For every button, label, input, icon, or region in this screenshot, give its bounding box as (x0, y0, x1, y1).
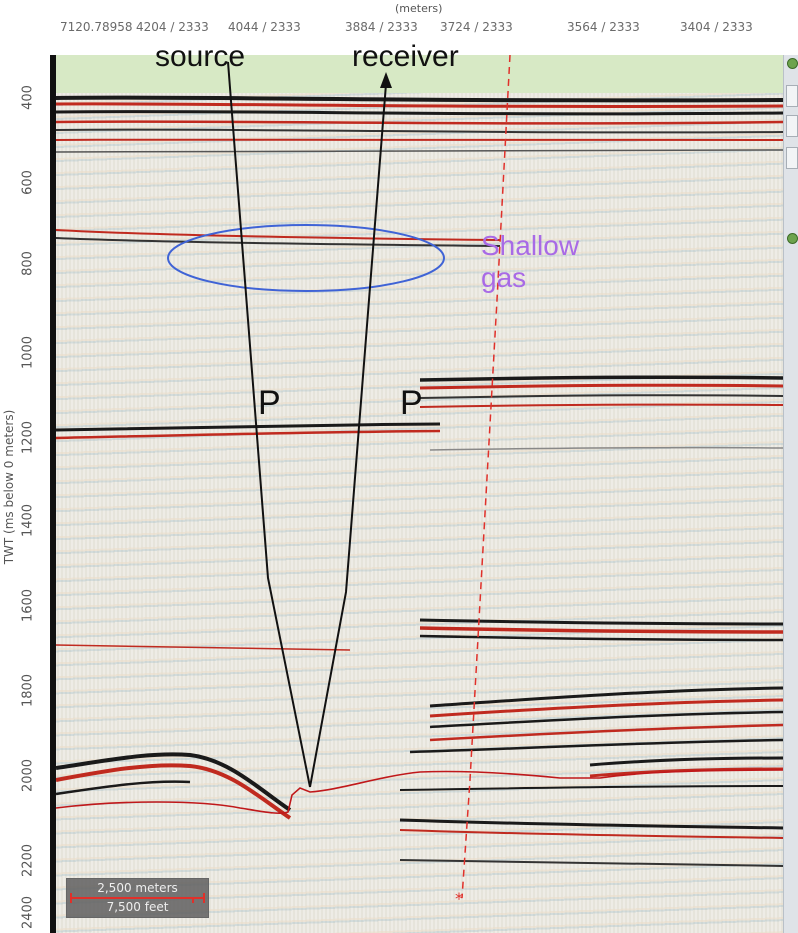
top-tick-label: 7120.78958 (60, 20, 133, 34)
receiver-label: receiver (352, 40, 459, 73)
reflector (409, 738, 783, 754)
scale-bar: 2,500 meters 7,500 feet (66, 878, 209, 918)
scale-bar-line (70, 893, 205, 903)
reflector (56, 120, 783, 125)
water-column-band (55, 55, 783, 93)
raypath-downgoing (227, 61, 311, 788)
well-target-marker-icon: * (455, 889, 463, 908)
reflector (56, 229, 501, 241)
top-tick-label: 3404 / 2333 (680, 20, 753, 34)
receiver-arrow-icon (380, 72, 392, 88)
p-wave-label-left: P (258, 384, 281, 422)
shallow-gas-label: Shallow (481, 230, 580, 261)
reflector (56, 237, 501, 247)
top-axis-title: (meters) (395, 2, 443, 15)
interpreted-horizon (56, 769, 783, 815)
top-tick-label: 3564 / 2333 (567, 20, 640, 34)
scale-bar-feet: 7,500 feet (106, 900, 169, 914)
reflector (419, 403, 783, 408)
shallow-gas-label-2: gas (481, 262, 527, 293)
scale-bar-meters: 2,500 meters (97, 881, 178, 895)
reflector (56, 102, 783, 108)
well-path (461, 54, 511, 899)
reflector (589, 767, 783, 778)
reflector (399, 818, 783, 830)
reflector (399, 829, 783, 839)
reflector (419, 383, 783, 390)
reflector (56, 644, 351, 651)
reflector-group (56, 95, 783, 867)
side-panel-strip[interactable] (783, 55, 798, 933)
reflector (56, 149, 783, 153)
reflector (399, 859, 783, 867)
reflector (399, 785, 783, 791)
reflector (419, 618, 783, 626)
reflector (56, 752, 292, 812)
p-wave-label-right: P (400, 384, 423, 422)
reflector (419, 626, 783, 634)
reflector (429, 446, 783, 451)
reflector (56, 138, 783, 142)
reflector (419, 634, 783, 642)
top-axis: 7120.78958 4204 / 2333 4044 / 2333 3884 … (0, 0, 798, 40)
raypath-upgoing (309, 83, 387, 788)
reflector (56, 110, 783, 116)
reflector (56, 422, 441, 432)
reflector (56, 429, 441, 440)
top-tick-label: 4204 / 2333 (136, 20, 209, 34)
reflector (56, 95, 783, 103)
reflector (589, 756, 783, 767)
reflector (429, 686, 783, 708)
reflector (56, 763, 292, 820)
reflector (419, 394, 783, 399)
reflector (429, 723, 783, 742)
source-label: source (155, 40, 246, 73)
reflector (56, 780, 191, 796)
reflector (429, 710, 783, 729)
shallow-gas-ellipse (167, 224, 445, 292)
reflector (419, 375, 783, 382)
top-tick-label: 3884 / 2333 (345, 20, 418, 34)
top-tick-label: 4044 / 2333 (228, 20, 301, 34)
reflector (429, 698, 783, 718)
reflector (56, 128, 783, 134)
top-tick-label: 3724 / 2333 (440, 20, 513, 34)
section-left-border (50, 55, 56, 933)
